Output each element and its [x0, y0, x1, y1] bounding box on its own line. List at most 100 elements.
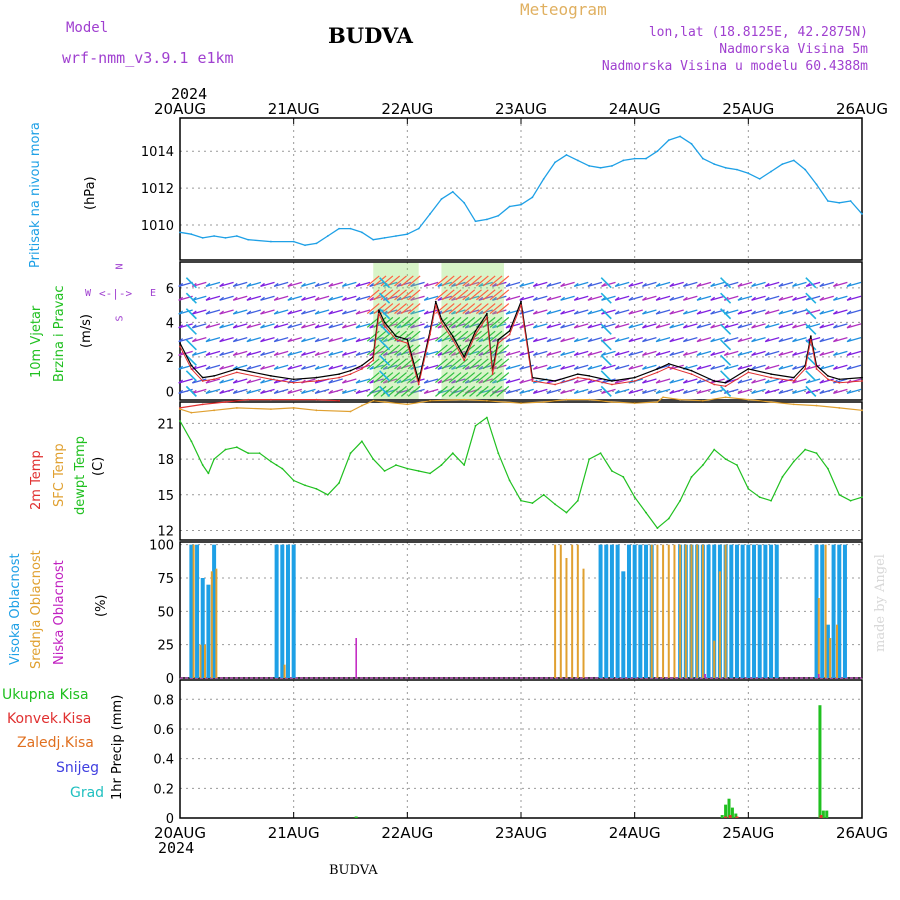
wind-arrow-strong — [455, 330, 469, 342]
pressure-line-point — [815, 183, 818, 186]
wind-arrow-head — [642, 282, 647, 287]
cloud-bar-0 — [638, 544, 643, 678]
wind-arrow — [533, 309, 548, 315]
pressure-line-point — [213, 235, 216, 237]
wind-arrow-head — [710, 282, 716, 287]
wind-arrow-head — [655, 324, 661, 329]
temp-line-1-point — [383, 401, 386, 403]
wind-arrow-head — [587, 351, 593, 356]
wind-arrow-head — [614, 324, 620, 329]
wind-arrow-strong — [455, 372, 469, 384]
wind-arrow-head — [301, 310, 306, 315]
wind-arrow-head — [846, 324, 852, 329]
wind-speed-line-point — [554, 380, 556, 382]
wind-arrow-head — [246, 296, 252, 301]
wind-speed-line-point — [724, 381, 727, 384]
temp-line-2-point — [372, 458, 375, 461]
wind-arrow-strong — [455, 316, 469, 328]
wind-arrow-strong — [373, 385, 387, 397]
wind-gust-line-point — [770, 376, 772, 379]
wind-arrow-head — [273, 365, 279, 370]
wind-arrow-head — [341, 365, 347, 370]
wind-arrow-strong — [435, 275, 448, 287]
wind-arrow-head — [846, 351, 852, 356]
cloud-bar-1 — [650, 544, 653, 678]
wind-arrow-strong — [441, 289, 455, 301]
wind-arrow-head — [301, 338, 306, 343]
wind-arrow — [546, 309, 562, 315]
wind-arrow-head — [423, 324, 429, 329]
wind-arrow-head — [833, 351, 838, 356]
wind-arrow-head — [532, 338, 538, 343]
wind-arrow-head — [819, 310, 825, 315]
wind-arrow-cyan — [720, 385, 732, 397]
temp-line-0-point — [315, 398, 318, 401]
wind-gust-line-point — [713, 383, 716, 386]
wind-arrow — [751, 323, 766, 329]
wind-gust-line-point — [383, 324, 386, 327]
temp-line-2-point — [201, 464, 204, 466]
wind-arrow — [805, 378, 821, 384]
wind-arrow-head — [382, 365, 388, 370]
wind-arrow-head — [819, 389, 825, 394]
pressure-line-point — [736, 168, 738, 171]
wind-gust-line-point — [451, 338, 454, 341]
wind-arrow — [519, 350, 534, 357]
wind-arrow-head — [273, 282, 279, 287]
wind-arrow-head — [833, 338, 838, 343]
wind-arrow-head — [287, 351, 293, 356]
wind-arrow — [560, 350, 575, 357]
wind-arrow — [601, 364, 616, 370]
pressure-line-point — [861, 212, 863, 215]
compass-east: E — [150, 288, 157, 299]
wind-arrow — [328, 378, 343, 384]
wind-arrow-head — [846, 338, 852, 343]
wind-gust-line-point — [667, 366, 670, 369]
wind-arrow — [655, 388, 671, 394]
wind-arrow-head — [246, 338, 252, 343]
wind-arrow-head — [437, 282, 443, 287]
wind-arrow-head — [478, 351, 484, 356]
wind-arrow-head — [655, 351, 661, 356]
wind-arrow — [765, 364, 780, 370]
wind-arrow — [560, 295, 575, 301]
wind-arrow — [260, 364, 275, 370]
wind-arrow — [683, 295, 698, 301]
wind-arrow-strong — [462, 372, 476, 384]
wind-arrow-head — [492, 296, 497, 301]
wind-arrow-head — [246, 379, 252, 384]
wind-arrow — [301, 281, 316, 288]
wind-arrow-head — [655, 296, 661, 301]
cloud-bar-0 — [814, 544, 819, 678]
wind-arrow — [546, 337, 562, 343]
wind-arrow-head — [178, 324, 184, 329]
wind-arrow — [846, 295, 862, 301]
model-altitude-label: Nadmorska Visina u modelu 60.4388m — [601, 59, 868, 74]
temp-line-2-point — [701, 464, 704, 466]
wind-arrow-head — [219, 338, 224, 343]
wind-arrow — [314, 364, 330, 370]
wind-arrow-head — [778, 296, 784, 301]
wind-arrow-head — [369, 296, 375, 301]
cloud-bar-1 — [215, 568, 218, 678]
pressure-line-point — [713, 163, 716, 166]
wind-arrow — [655, 295, 671, 301]
wind-arrow-head — [260, 310, 265, 315]
wind-arrow-head — [355, 324, 361, 329]
wind-arrow-strong — [435, 358, 448, 370]
wind-arrow — [287, 309, 302, 315]
temp-line-1-point — [701, 399, 704, 402]
wind-arrow-head — [710, 296, 716, 301]
wind-arrow-head — [546, 338, 552, 343]
wind-arrow-head — [560, 365, 565, 370]
wind-arrow — [301, 388, 316, 394]
panel-frame — [179, 261, 863, 401]
wind-arrow — [342, 337, 357, 343]
cloud-bar-1 — [559, 544, 562, 678]
wind-arrow-head — [382, 338, 388, 343]
wind-arrow-head — [560, 389, 565, 394]
cloud-bar-1 — [210, 571, 213, 678]
cloud-bar-1 — [824, 544, 827, 678]
wind-arrow-head — [642, 324, 647, 329]
wind-arrow-strong — [496, 275, 510, 287]
